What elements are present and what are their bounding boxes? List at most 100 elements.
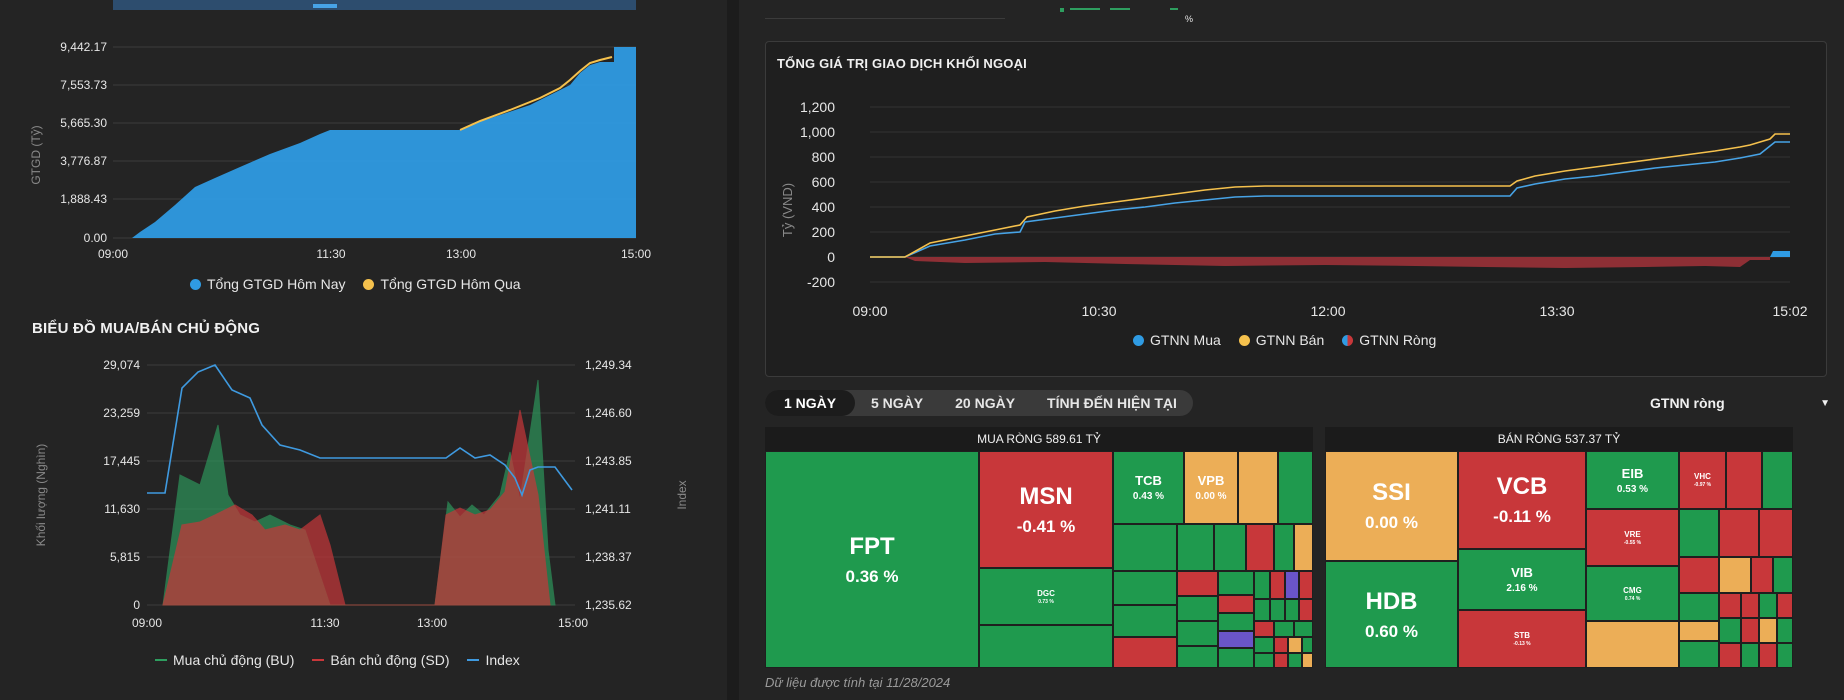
treemap-tile[interactable]	[1113, 637, 1177, 668]
tab-20-days[interactable]: 20 NGÀY	[955, 395, 1016, 411]
treemap-tile[interactable]	[1294, 524, 1313, 571]
treemap-tile[interactable]: MSN -0.41 %	[979, 451, 1113, 568]
treemap-tile[interactable]	[1246, 524, 1274, 571]
treemap-tile[interactable]	[1177, 524, 1214, 571]
treemap-tile[interactable]	[1741, 618, 1759, 643]
tab-1-day[interactable]: 1 NGÀY	[765, 390, 855, 416]
treemap-tile[interactable]	[1679, 557, 1719, 593]
treemap-tile[interactable]	[1113, 571, 1177, 605]
treemap-tile[interactable]	[1274, 637, 1288, 653]
treemap-tile[interactable]	[1177, 646, 1218, 668]
tab-to-date[interactable]: TÍNH ĐẾN HIỆN TẠI	[1047, 395, 1177, 411]
treemap-tile[interactable]	[1177, 621, 1218, 646]
treemap-tile[interactable]	[1238, 451, 1278, 524]
treemap-tile[interactable]	[1586, 621, 1679, 668]
treemap-tile[interactable]: TCB 0.43 %	[1113, 451, 1184, 524]
treemap-tile[interactable]	[1759, 593, 1777, 618]
treemap-tile[interactable]	[1762, 451, 1793, 509]
treemap-tile[interactable]	[1719, 618, 1741, 643]
treemap-tile[interactable]	[1719, 509, 1759, 557]
treemap-tile[interactable]	[1254, 621, 1274, 637]
treemap-tile[interactable]	[1294, 621, 1313, 637]
treemap-tile[interactable]: EIB 0.53 %	[1586, 451, 1679, 509]
treemap-tile[interactable]	[1218, 571, 1254, 595]
treemap-tile[interactable]	[1254, 637, 1274, 653]
treemap-tile[interactable]	[1113, 605, 1177, 637]
treemap-tile[interactable]	[1285, 599, 1299, 621]
legend-item-foreign-net[interactable]: GTNN Ròng	[1342, 332, 1436, 348]
treemap-tile[interactable]	[1777, 618, 1793, 643]
treemap-tile[interactable]	[1719, 557, 1751, 593]
treemap-tile[interactable]	[1254, 571, 1270, 599]
treemap-tile[interactable]	[1759, 618, 1777, 643]
treemap-tile[interactable]: VPB 0.00 %	[1184, 451, 1238, 524]
treemap-tile[interactable]	[1679, 509, 1719, 557]
treemap-tile[interactable]	[1274, 621, 1294, 637]
treemap-tile[interactable]	[1274, 653, 1288, 668]
metric-select[interactable]: GTNN ròng ▼	[1650, 390, 1830, 416]
treemap-tile[interactable]	[1288, 637, 1302, 653]
tab-5-days[interactable]: 5 NGÀY	[871, 395, 924, 411]
treemap-tile[interactable]	[1285, 571, 1299, 599]
treemap-tile[interactable]	[1679, 621, 1719, 641]
treemap-tile[interactable]	[1218, 613, 1254, 631]
treemap-tile[interactable]	[1113, 524, 1177, 571]
treemap-tile[interactable]: VHC -0.97 %	[1679, 451, 1726, 509]
treemap-tile[interactable]	[1270, 599, 1285, 621]
treemap-tile[interactable]	[979, 625, 1113, 668]
treemap-tile[interactable]	[1679, 593, 1719, 621]
treemap-tile[interactable]	[1759, 509, 1793, 557]
treemap-tile[interactable]	[1177, 571, 1218, 596]
treemap-tile[interactable]	[1218, 631, 1254, 648]
active-trading-chart: 29,074 23,259 17,445 11,630 5,815 0 1,24…	[34, 358, 689, 630]
legend-item-foreign-sell[interactable]: GTNN Bán	[1238, 332, 1324, 348]
treemap-tile[interactable]	[1254, 599, 1270, 621]
treemap-tile[interactable]: VRE -0.55 %	[1586, 509, 1679, 566]
treemap-tile[interactable]	[1177, 596, 1218, 621]
legend-item-today[interactable]: Tổng GTGD Hôm Nay	[190, 276, 345, 292]
treemap-tile[interactable]	[1741, 593, 1759, 618]
treemap-tile[interactable]	[1777, 643, 1793, 668]
sell-line	[870, 133, 1790, 258]
treemap-tile[interactable]	[1288, 653, 1302, 668]
treemap-tile[interactable]: STB -0.13 %	[1458, 610, 1586, 668]
treemap-tile[interactable]: SSI 0.00 %	[1325, 451, 1458, 561]
treemap-tile[interactable]	[1302, 637, 1313, 653]
treemap-tile[interactable]	[1218, 595, 1254, 613]
treemap-tile[interactable]	[1254, 653, 1274, 668]
treemap-tile[interactable]	[1278, 451, 1313, 524]
treemap-tile[interactable]: DGC 0.73 %	[979, 568, 1113, 625]
treemap-tile[interactable]	[1759, 643, 1777, 668]
range-slider-handle[interactable]	[313, 4, 337, 8]
treemap-tile[interactable]	[1218, 648, 1254, 668]
treemap-tile[interactable]	[1299, 599, 1313, 621]
treemap-tile[interactable]: VCB -0.11 %	[1458, 451, 1586, 549]
legend-item-buy[interactable]: Mua chủ động (BU)	[155, 652, 294, 668]
treemap-tile[interactable]	[1302, 653, 1313, 668]
treemap-tile[interactable]: HDB 0.60 %	[1325, 561, 1458, 668]
ytick-left: 0	[133, 598, 140, 612]
treemap-tile[interactable]	[1214, 524, 1246, 571]
treemap-tile[interactable]	[1719, 593, 1741, 618]
treemap-tile[interactable]	[1726, 451, 1762, 509]
treemap-tile[interactable]	[1777, 593, 1793, 618]
xtick: 11:30	[316, 247, 345, 260]
xtick: 15:00	[621, 247, 651, 260]
treemap-tile[interactable]	[1270, 571, 1285, 599]
legend-item-sell[interactable]: Bán chủ động (SD)	[312, 652, 449, 668]
treemap-tile[interactable]: VIB 2.16 %	[1458, 549, 1586, 610]
treemap-tile[interactable]	[1299, 571, 1313, 599]
treemap-tile[interactable]: CMG 0.74 %	[1586, 566, 1679, 621]
treemap-tile[interactable]: FPT 0.36 %	[765, 451, 979, 668]
tile-ticker: CMG	[1623, 585, 1642, 595]
treemap-tile[interactable]	[1741, 643, 1759, 668]
legend-item-foreign-buy[interactable]: GTNN Mua	[1133, 332, 1221, 348]
range-slider-strip[interactable]	[113, 0, 636, 10]
treemap-tile[interactable]	[1719, 643, 1741, 668]
legend-item-index[interactable]: Index	[467, 652, 520, 668]
treemap-tile[interactable]	[1274, 524, 1294, 571]
treemap-tile[interactable]	[1751, 557, 1773, 593]
legend-item-yesterday[interactable]: Tổng GTGD Hôm Qua	[363, 276, 521, 292]
treemap-tile[interactable]	[1679, 641, 1719, 668]
treemap-tile[interactable]	[1773, 557, 1793, 593]
